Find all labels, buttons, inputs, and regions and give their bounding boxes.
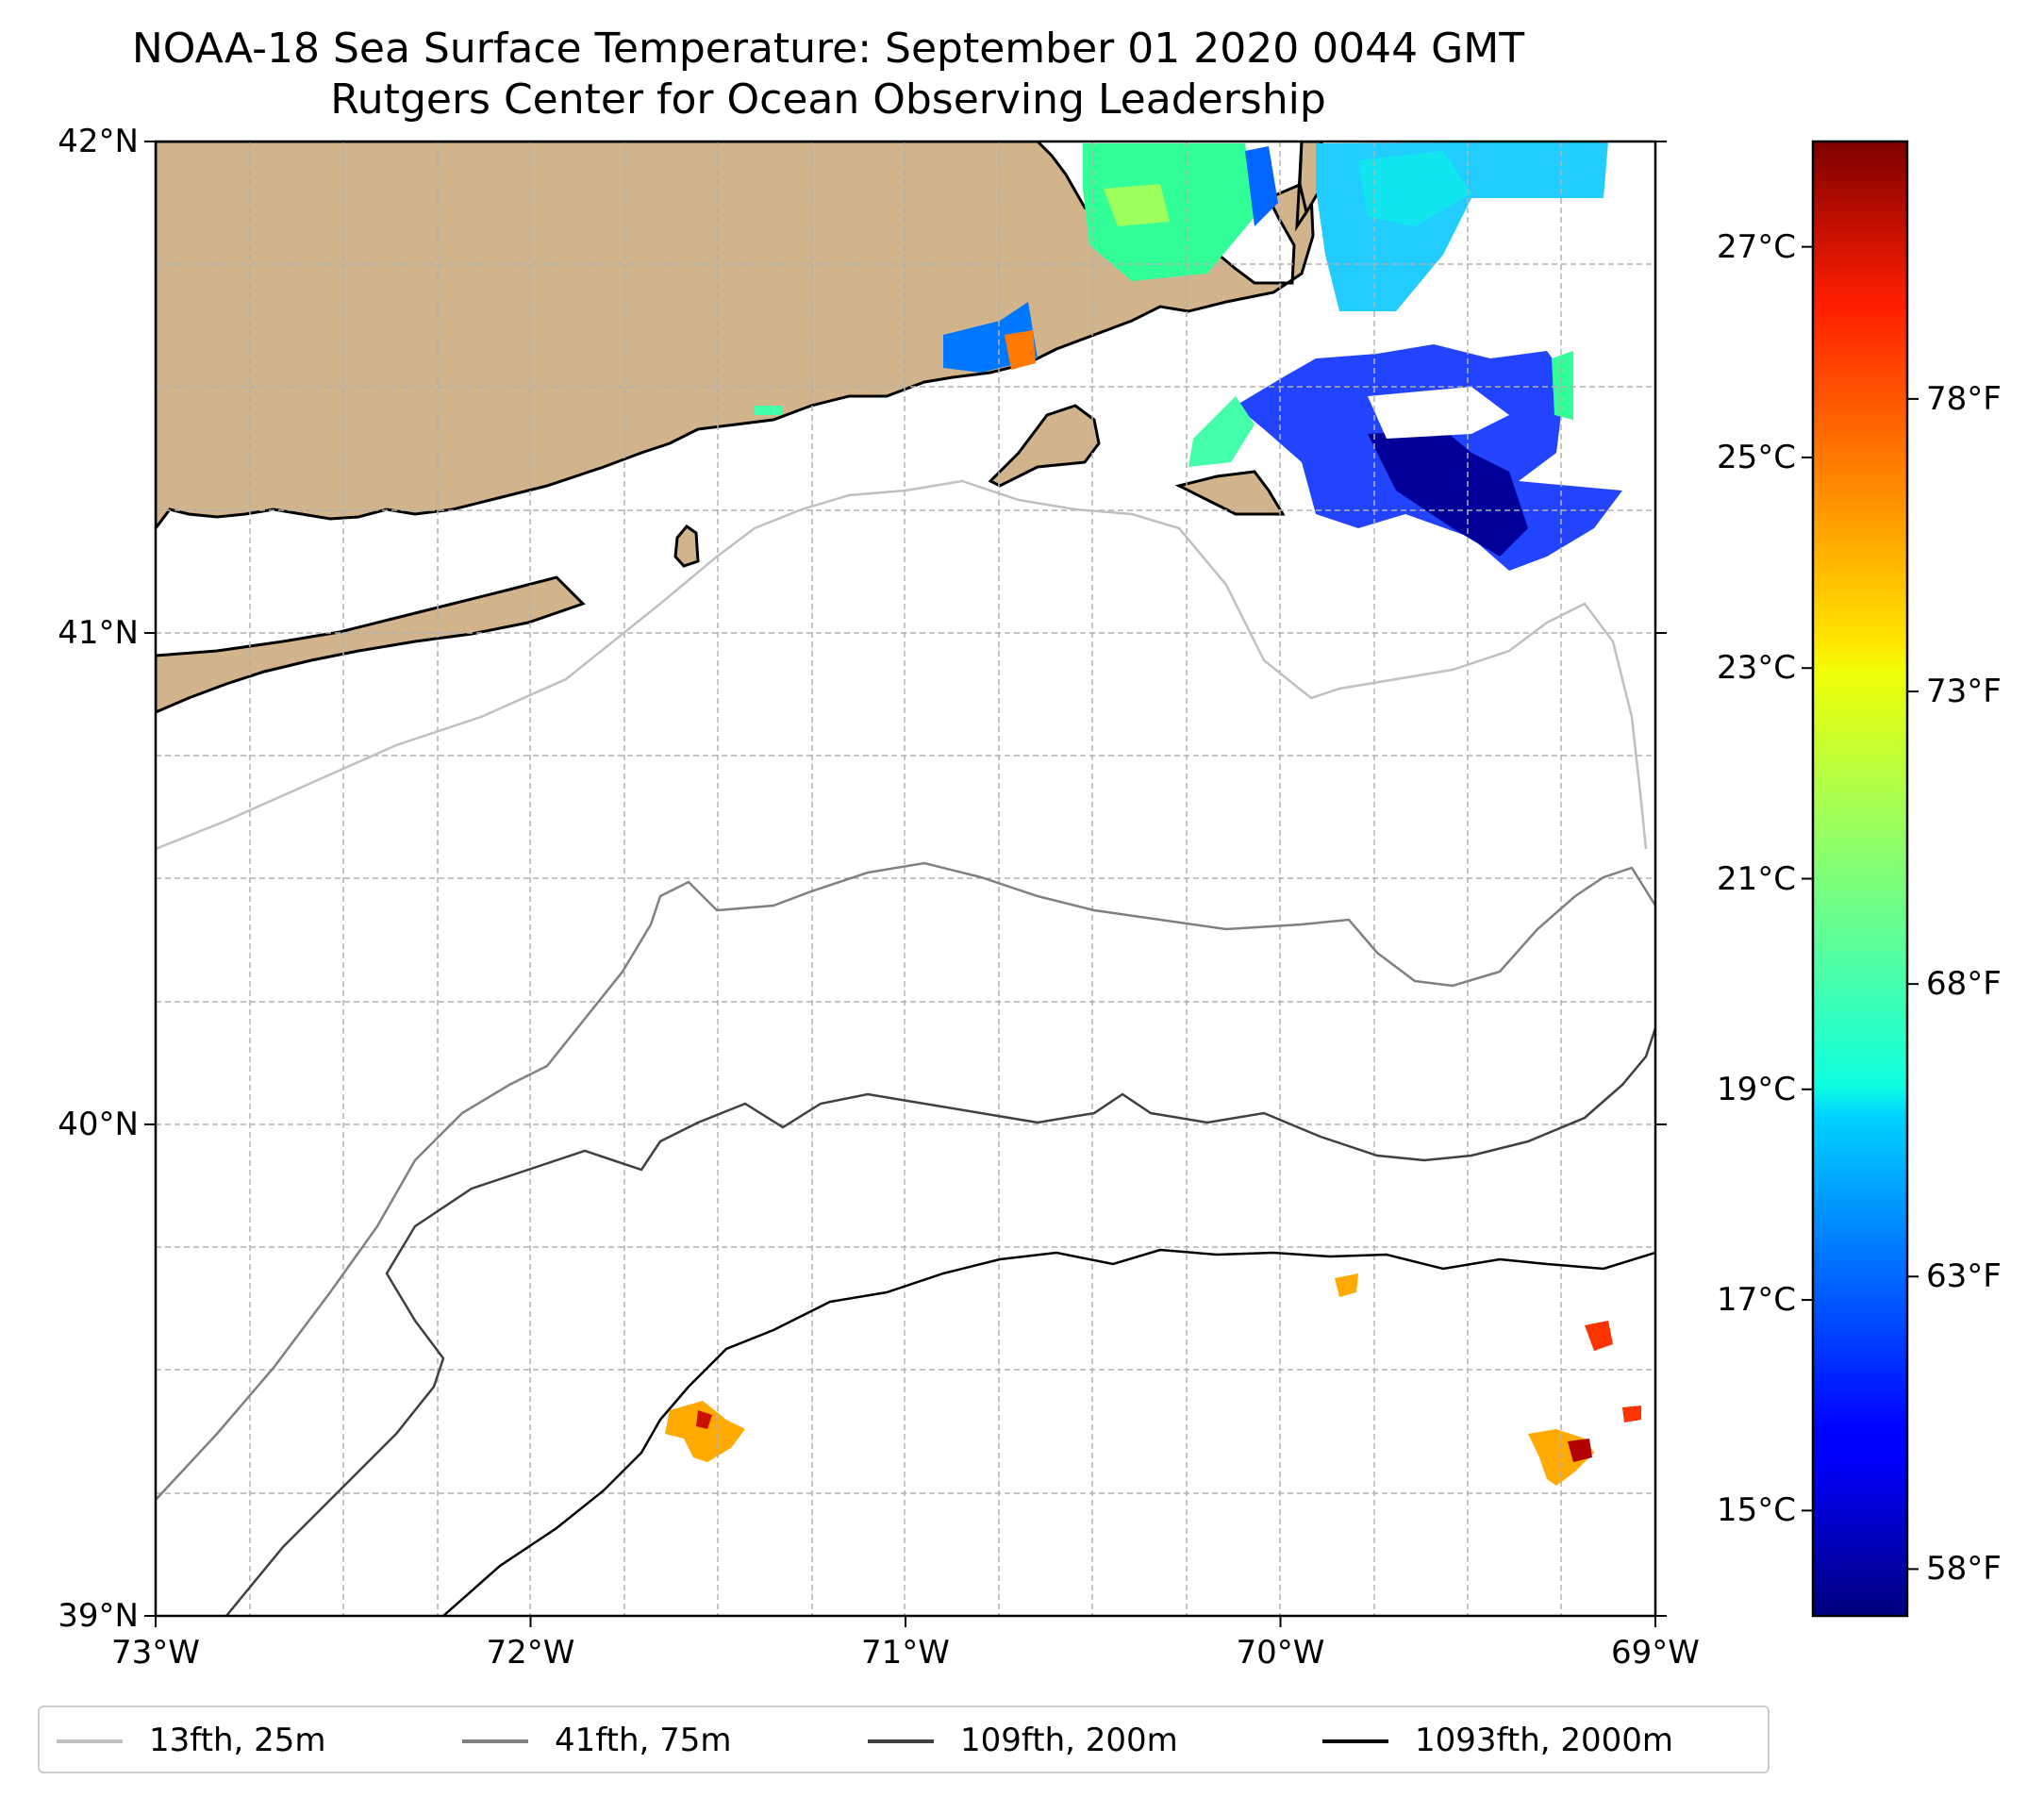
nantucket-land [1174,470,1286,516]
lat-tick-label: 41°N [58,614,139,652]
legend-label: 1093fth, 2000m [1415,1722,1674,1759]
contour-75m [156,861,1655,1501]
depth-legend: 13fth, 25m 41fth, 75m 109fth, 200m 1093fth,… [38,1705,1770,1773]
colorbar-ticks [1802,245,1919,1571]
legend-label: 13fth, 25m [149,1722,326,1759]
legend-line-swatch [868,1739,934,1743]
contour-200m [225,1027,1655,1616]
colorbar [1811,140,1909,1618]
legend-label: 109fth, 200m [960,1722,1178,1759]
fahrenheit-tick-label: 73°F [1926,673,2002,711]
legend-label: 41fth, 75m [555,1722,732,1759]
celsius-tick-label: 17°C [1716,1281,1796,1320]
long-island-land [156,575,586,714]
lat-tick-label: 42°N [58,123,139,160]
legend-line-swatch [1322,1739,1388,1743]
axis-ticks [144,141,1667,1627]
fahrenheit-tick-label: 68°F [1926,965,2002,1004]
lat-tick-label: 40°N [58,1106,139,1143]
lat-tick-label: 39°N [58,1597,139,1635]
celsius-tick-label: 25°C [1716,438,1796,476]
contour-25m [156,479,1648,851]
lon-tick-label: 71°W [861,1634,950,1672]
celsius-tick-label: 21°C [1716,859,1796,898]
celsius-tick-label: 19°C [1716,1070,1796,1108]
map-subtitle: Rutgers Center for Ocean Observing Leade… [330,75,1326,124]
lon-tick-label: 69°W [1611,1634,1700,1672]
contour-2000m [442,1248,1655,1616]
map-title: NOAA-18 Sea Surface Temperature: Septemb… [131,25,1525,73]
celsius-tick-label: 15°C [1716,1491,1796,1530]
lon-tick-label: 70°W [1236,1634,1325,1672]
celsius-tick-label: 23°C [1716,649,1796,688]
block-island-land [673,524,700,568]
sst-swaths [665,141,1641,1486]
martha-vineyard-land [988,404,1101,488]
gridlines [156,141,1655,1616]
fahrenheit-tick-label: 78°F [1926,379,2002,418]
legend-line-swatch [57,1739,123,1743]
legend-line-swatch [462,1739,528,1743]
fahrenheit-tick-label: 58°F [1926,1550,2002,1589]
fahrenheit-tick-label: 63°F [1926,1257,2002,1296]
lon-tick-label: 72°W [486,1634,575,1672]
celsius-tick-label: 27°C [1716,227,1796,266]
lon-tick-label: 73°W [111,1634,200,1672]
